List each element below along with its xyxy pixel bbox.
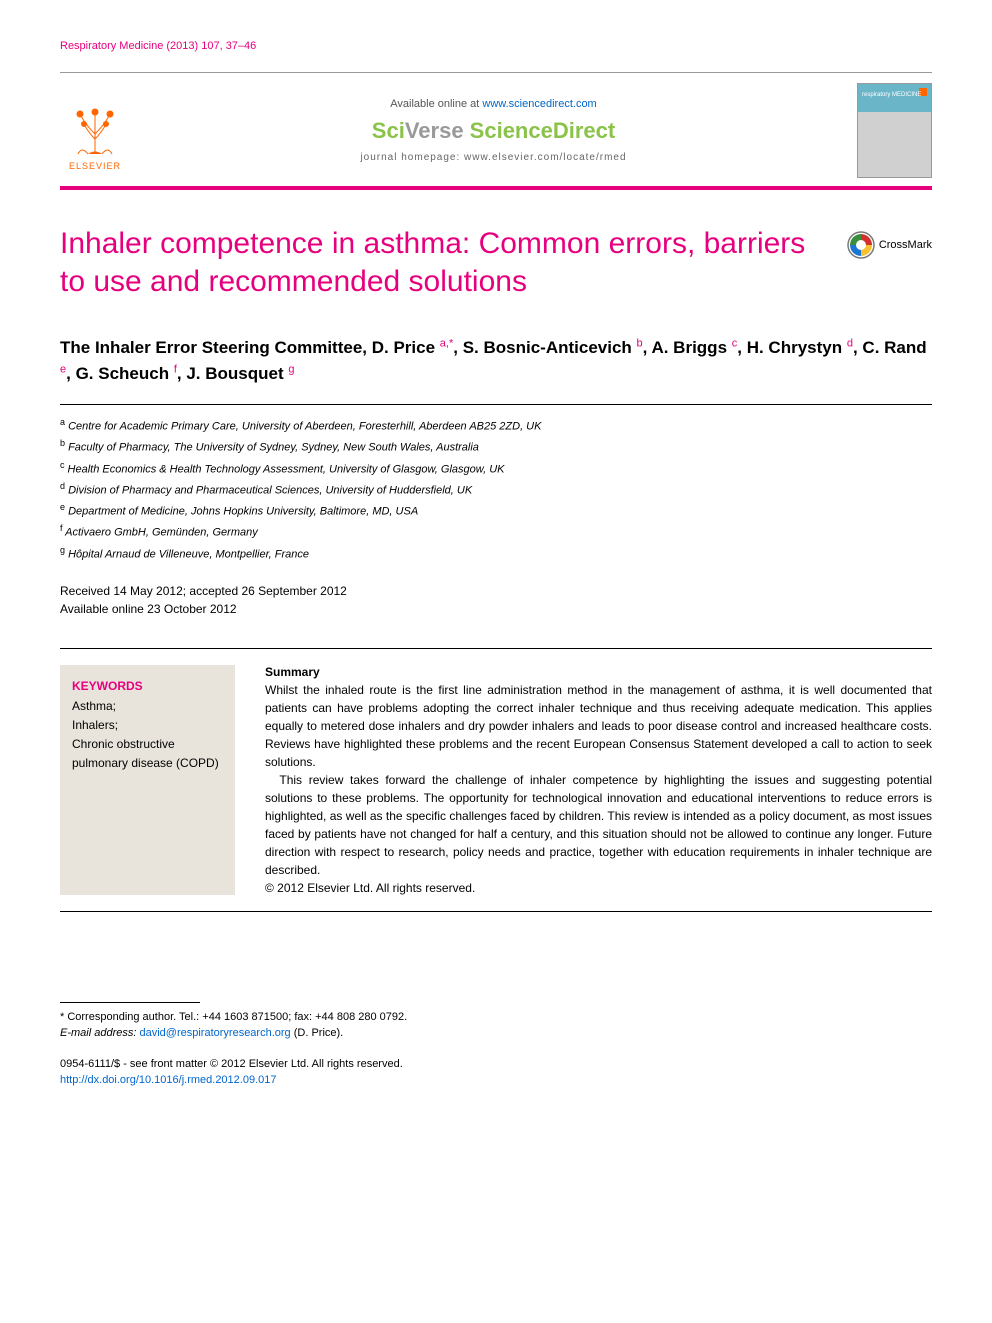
email-suffix: (D. Price). <box>291 1027 344 1039</box>
keywords-box: KEYWORDS Asthma;Inhalers;Chronic obstruc… <box>60 665 235 895</box>
summary-body: Whilst the inhaled route is the first li… <box>265 681 932 879</box>
email-label: E-mail address: <box>60 1027 139 1039</box>
sciencedirect-link[interactable]: www.sciencedirect.com <box>482 98 596 110</box>
footer-block: 0954-6111/$ - see front matter © 2012 El… <box>60 1056 932 1089</box>
sciverse-brand: SciVerse ScienceDirect <box>150 118 837 144</box>
summary-para-1: Whilst the inhaled route is the first li… <box>265 681 932 771</box>
affiliation-item: f Activaero GmbH, Gemünden, Germany <box>60 521 932 542</box>
elsevier-wordmark: ELSEVIER <box>69 161 121 171</box>
summary-para-2: This review takes forward the challenge … <box>265 771 932 879</box>
summary-copyright: © 2012 Elsevier Ltd. All rights reserved… <box>265 881 932 895</box>
brand-part-sci: Sci <box>372 118 405 143</box>
affiliations-block: a Centre for Academic Primary Care, Univ… <box>60 415 932 564</box>
affiliation-item: c Health Economics & Health Technology A… <box>60 458 932 479</box>
crossmark-label: CrossMark <box>879 239 932 251</box>
affiliation-item: d Division of Pharmacy and Pharmaceutica… <box>60 479 932 500</box>
footnote-rule <box>60 1002 200 1003</box>
crossmark-badge[interactable]: CrossMark <box>847 231 932 259</box>
received-accepted-line: Received 14 May 2012; accepted 26 Septem… <box>60 582 932 600</box>
affiliation-item: b Faculty of Pharmacy, The University of… <box>60 436 932 457</box>
affiliation-rule <box>60 404 932 405</box>
corresponding-author-block: * Corresponding author. Tel.: +44 1603 8… <box>60 1009 932 1042</box>
corresponding-email-link[interactable]: david@respiratoryresearch.org <box>139 1027 290 1039</box>
affiliation-item: a Centre for Academic Primary Care, Univ… <box>60 415 932 436</box>
available-online-date: Available online 23 October 2012 <box>60 600 932 618</box>
cover-label: respiratory MEDICINE <box>862 92 921 98</box>
crossmark-icon <box>847 231 875 259</box>
article-dates: Received 14 May 2012; accepted 26 Septem… <box>60 582 932 618</box>
masthead: ELSEVIER Available online at www.science… <box>60 72 932 190</box>
article-title: Inhaler competence in asthma: Common err… <box>60 225 827 300</box>
authors-line: The Inhaler Error Steering Committee, D.… <box>60 335 932 386</box>
affiliation-item: g Hôpital Arnaud de Villeneuve, Montpell… <box>60 543 932 564</box>
elsevier-tree-icon <box>70 104 120 159</box>
available-online-text: Available online at <box>390 98 482 110</box>
running-head: Respiratory Medicine (2013) 107, 37–46 <box>60 40 932 52</box>
elsevier-logo: ELSEVIER <box>60 91 130 171</box>
doi-link[interactable]: http://dx.doi.org/10.1016/j.rmed.2012.09… <box>60 1074 277 1086</box>
brand-part-verse: Verse <box>405 118 470 143</box>
summary-heading: Summary <box>265 665 932 679</box>
masthead-center: Available online at www.sciencedirect.co… <box>150 98 837 163</box>
keywords-heading: KEYWORDS <box>72 679 223 693</box>
abstract-row: KEYWORDS Asthma;Inhalers;Chronic obstruc… <box>60 648 932 912</box>
title-block: Inhaler competence in asthma: Common err… <box>60 225 932 300</box>
corresponding-email-line: E-mail address: david@respiratoryresearc… <box>60 1025 932 1042</box>
corresponding-line: * Corresponding author. Tel.: +44 1603 8… <box>60 1009 932 1026</box>
affiliation-item: e Department of Medicine, Johns Hopkins … <box>60 500 932 521</box>
issn-copyright-line: 0954-6111/$ - see front matter © 2012 El… <box>60 1056 932 1073</box>
keywords-list: Asthma;Inhalers;Chronic obstructive pulm… <box>72 697 223 774</box>
journal-homepage-line: journal homepage: www.elsevier.com/locat… <box>150 152 837 163</box>
summary-column: Summary Whilst the inhaled route is the … <box>265 665 932 895</box>
journal-cover-thumb: respiratory MEDICINE <box>857 83 932 178</box>
brand-part-sciencedirect: ScienceDirect <box>470 118 616 143</box>
available-online-line: Available online at www.sciencedirect.co… <box>150 98 837 110</box>
